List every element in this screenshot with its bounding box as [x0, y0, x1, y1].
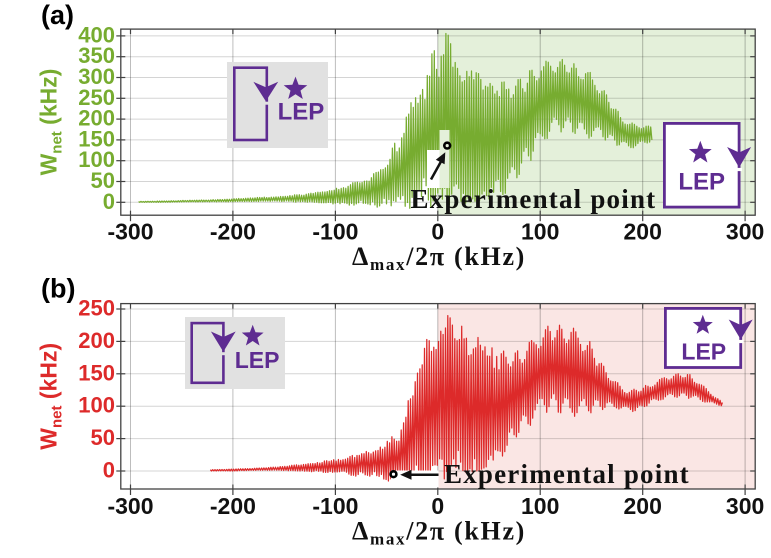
svg-text:200: 200: [78, 328, 115, 353]
svg-text:-100: -100: [312, 219, 358, 245]
svg-text:200: 200: [624, 493, 662, 519]
svg-text:300: 300: [726, 219, 764, 245]
svg-text:300: 300: [78, 64, 115, 89]
svg-text:100: 100: [78, 147, 115, 172]
svg-text:100: 100: [521, 219, 559, 245]
svg-text:-100: -100: [312, 493, 358, 519]
svg-text:0: 0: [103, 458, 115, 483]
svg-text:300: 300: [726, 493, 764, 519]
svg-text:150: 150: [78, 126, 115, 151]
svg-text:100: 100: [521, 493, 559, 519]
svg-text:0: 0: [103, 189, 115, 214]
svg-text:50: 50: [91, 168, 115, 193]
svg-text:0: 0: [431, 219, 444, 245]
svg-text:250: 250: [78, 85, 115, 110]
svg-text:0: 0: [431, 493, 444, 519]
svg-text:400: 400: [78, 22, 115, 47]
svg-text:LEP: LEP: [678, 169, 725, 196]
svg-text:-200: -200: [210, 219, 256, 245]
svg-text:Wnet (kHz): Wnet (kHz): [36, 69, 66, 176]
svg-text:Wnet (kHz): Wnet (kHz): [36, 343, 66, 450]
svg-text:100: 100: [78, 393, 115, 418]
svg-text:200: 200: [78, 106, 115, 131]
svg-text:Experimental point: Experimental point: [444, 459, 690, 489]
svg-text:Experimental point: Experimental point: [411, 184, 657, 214]
svg-text:-200: -200: [210, 493, 256, 519]
svg-text:150: 150: [78, 360, 115, 385]
svg-text:250: 250: [78, 296, 115, 321]
svg-text:-300: -300: [107, 493, 153, 519]
svg-text:50: 50: [91, 425, 115, 450]
svg-text:Δmax/2π (kHz): Δmax/2π (kHz): [352, 517, 526, 549]
svg-text:-300: -300: [107, 219, 153, 245]
svg-text:350: 350: [78, 43, 115, 68]
svg-text:LEP: LEP: [278, 99, 325, 126]
svg-text:200: 200: [624, 219, 662, 245]
svg-text:LEP: LEP: [681, 339, 726, 365]
svg-text:(b): (b): [41, 274, 75, 304]
svg-text:LEP: LEP: [235, 347, 280, 373]
svg-text:(a): (a): [41, 0, 74, 30]
